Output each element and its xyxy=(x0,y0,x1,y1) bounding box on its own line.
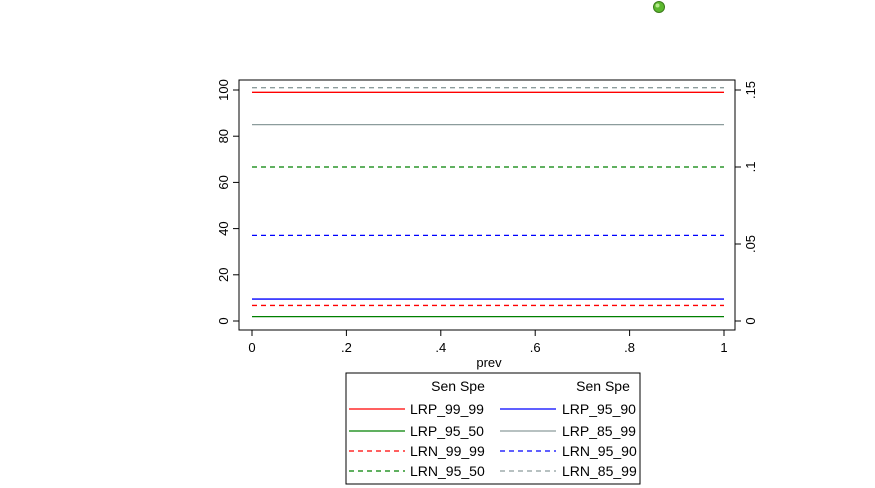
legend-entries: LRP_99_99 LRP_95_90 LRP_95_50 LRP_85_99 LRN_… xyxy=(349,401,637,479)
legend-label: LRN_85_99 xyxy=(562,463,637,479)
legend-label: LRN_95_90 xyxy=(562,443,637,459)
x-axis-title: prev xyxy=(476,355,502,370)
legend-label: LRP_99_99 xyxy=(410,401,484,417)
y-left-tick-label: 80 xyxy=(216,129,231,143)
legend-label: LRP_95_90 xyxy=(562,401,636,417)
x-tick-label: .8 xyxy=(624,340,635,355)
y-left-tick-label: 20 xyxy=(216,268,231,282)
legend-label: LRN_95_50 xyxy=(410,463,485,479)
legend-box xyxy=(345,372,641,485)
x-tick-label: .4 xyxy=(435,340,446,355)
legend-label: LRP_95_50 xyxy=(410,423,484,439)
legend-col-header-1: Sen Spe xyxy=(431,378,485,394)
legend-col-header-2: Sen Spe xyxy=(576,378,630,394)
green-marker-icon xyxy=(653,1,665,13)
axes-layer: 0 .2 .4 .6 .8 1 0 20 40 60 80 100 0 .05 .1 .15 xyxy=(216,79,758,355)
series-layer xyxy=(252,87,724,318)
plot-frame xyxy=(238,79,736,331)
y-right-tick-label: .1 xyxy=(743,162,758,173)
y-right-tick-label: .05 xyxy=(743,235,758,253)
y-right-tick-label: .15 xyxy=(743,81,758,99)
y-left-tick-label: 100 xyxy=(216,79,231,101)
y-left-tick-label: 60 xyxy=(216,175,231,189)
y-right-tick-label: 0 xyxy=(743,317,758,324)
x-tick-label: 0 xyxy=(248,340,255,355)
y-left-tick-label: 0 xyxy=(216,317,231,324)
x-tick-label: .2 xyxy=(341,340,352,355)
x-tick-label: 1 xyxy=(720,340,727,355)
x-tick-label: .6 xyxy=(530,340,541,355)
y-left-tick-label: 40 xyxy=(216,221,231,235)
legend-label: LRN_99_99 xyxy=(410,443,485,459)
legend-label: LRP_85_99 xyxy=(562,423,636,439)
